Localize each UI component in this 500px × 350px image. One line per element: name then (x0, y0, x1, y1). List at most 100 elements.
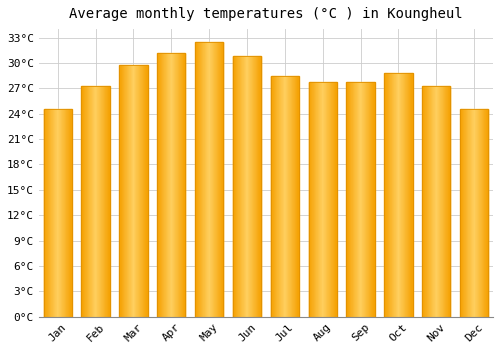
Bar (330, 82, 331, 317)
Bar (325, 82, 326, 317)
Bar (132, 65, 133, 317)
Bar (297, 76, 298, 317)
Bar (364, 82, 365, 317)
Bar (52, 110, 53, 317)
Bar (179, 53, 180, 317)
Bar (275, 76, 276, 317)
Bar (411, 73, 412, 317)
Bar (206, 42, 207, 317)
Bar (44, 110, 45, 317)
Bar (172, 53, 173, 317)
Bar (473, 110, 474, 317)
Bar (400, 73, 402, 317)
Bar (55, 110, 56, 317)
Bar (216, 42, 217, 317)
Bar (65, 110, 66, 317)
Bar (109, 86, 110, 317)
Bar (388, 73, 389, 317)
Bar (486, 110, 487, 317)
Bar (386, 73, 387, 317)
Bar (45, 110, 46, 317)
Bar (402, 73, 403, 317)
Bar (67, 110, 68, 317)
Bar (398, 73, 399, 317)
Bar (332, 82, 333, 317)
Bar (479, 110, 480, 317)
Bar (290, 76, 291, 317)
Bar (84, 86, 85, 317)
Bar (60, 110, 61, 317)
Bar (322, 82, 324, 317)
Bar (429, 86, 430, 317)
Bar (219, 42, 220, 317)
Bar (465, 110, 466, 317)
Bar (141, 65, 142, 317)
Bar (485, 110, 486, 317)
Bar (295, 76, 296, 317)
Bar (126, 65, 127, 317)
Bar (253, 56, 254, 317)
Bar (246, 56, 247, 317)
Bar (433, 86, 434, 317)
Bar (352, 82, 353, 317)
Bar (298, 76, 299, 317)
Bar (280, 76, 281, 317)
Bar (59, 110, 60, 317)
Bar (251, 56, 252, 317)
Bar (139, 65, 140, 317)
Bar (146, 65, 147, 317)
Bar (71, 110, 72, 317)
Bar (396, 73, 398, 317)
Bar (236, 56, 237, 317)
Bar (428, 86, 429, 317)
Bar (446, 86, 447, 317)
Bar (162, 53, 163, 317)
Bar (278, 76, 279, 317)
Bar (159, 53, 160, 317)
Bar (282, 76, 283, 317)
Bar (409, 73, 410, 317)
Bar (283, 76, 284, 317)
Bar (125, 65, 126, 317)
Bar (119, 65, 148, 317)
Bar (185, 53, 186, 317)
Bar (122, 65, 123, 317)
Bar (211, 42, 212, 317)
Bar (440, 86, 441, 317)
Bar (472, 110, 473, 317)
Bar (314, 82, 315, 317)
Bar (271, 76, 272, 317)
Bar (213, 42, 214, 317)
Bar (291, 76, 292, 317)
Bar (392, 73, 394, 317)
Bar (483, 110, 484, 317)
Bar (284, 76, 285, 317)
Bar (469, 110, 470, 317)
Bar (360, 82, 361, 317)
Bar (120, 65, 121, 317)
Bar (308, 82, 309, 317)
Bar (254, 56, 255, 317)
Bar (98, 86, 99, 317)
Bar (103, 86, 104, 317)
Bar (62, 110, 63, 317)
Bar (44, 110, 72, 317)
Bar (481, 110, 482, 317)
Bar (209, 42, 210, 317)
Bar (357, 82, 358, 317)
Bar (318, 82, 320, 317)
Bar (437, 86, 438, 317)
Bar (234, 56, 235, 317)
Bar (248, 56, 250, 317)
Bar (119, 65, 120, 317)
Bar (233, 56, 261, 317)
Bar (320, 82, 321, 317)
Bar (170, 53, 172, 317)
Bar (389, 73, 390, 317)
Bar (373, 82, 374, 317)
Bar (403, 73, 404, 317)
Bar (143, 65, 144, 317)
Bar (329, 82, 330, 317)
Bar (56, 110, 57, 317)
Bar (405, 73, 406, 317)
